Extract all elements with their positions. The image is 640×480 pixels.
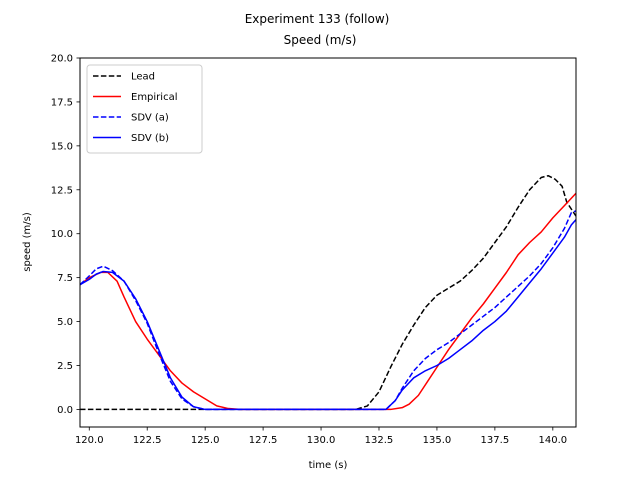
x-tick-label: 137.5 (481, 435, 510, 446)
y-tick-label: 7.5 (57, 273, 73, 284)
x-tick-label: 135.0 (423, 435, 452, 446)
x-tick-label: 132.5 (365, 435, 394, 446)
y-tick-label: 5.0 (57, 317, 73, 328)
legend-label: SDV (a) (131, 113, 169, 124)
y-tick-label: 15.0 (51, 141, 73, 152)
y-tick-label: 17.5 (51, 97, 73, 108)
y-tick-label: 10.0 (51, 229, 73, 240)
x-tick-label: 125.0 (191, 435, 220, 446)
x-tick-label: 140.0 (539, 435, 568, 446)
series-line-3 (80, 219, 576, 411)
plot-frame (79, 57, 577, 428)
x-axis-label: time (s) (309, 460, 348, 471)
legend-label: SDV (b) (131, 133, 169, 144)
x-tick-label: 120.0 (75, 435, 104, 446)
x-tick-label: 130.0 (307, 435, 336, 446)
legend-label: Empirical (131, 92, 177, 103)
y-tick-label: 0.0 (57, 405, 73, 416)
x-axis-ticks: 120.0 122.5 125.0 127.5 130.0 132.5 135.0 137.5… (75, 427, 567, 446)
legend-label: Lead (131, 72, 155, 83)
series-line-0 (80, 174, 576, 411)
y-axis-ticks: 0.0 2.5 5.0 7.5 10.0 12.5 15.0 17.5 20.0 (51, 54, 80, 416)
series-line-1 (80, 192, 576, 411)
x-tick-label: 122.5 (133, 435, 162, 446)
chart-subtitle: Speed (m/s) (284, 33, 357, 47)
series-layer (80, 174, 576, 411)
x-tick-label: 127.5 (249, 435, 278, 446)
series-line-2 (80, 210, 576, 411)
y-axis-label: speed (m/s) (22, 212, 33, 272)
plot-area (79, 57, 577, 428)
legend-box (86, 64, 203, 154)
y-tick-label: 12.5 (51, 185, 73, 196)
y-tick-label: 20.0 (51, 54, 73, 65)
legend: Lead Empirical SDV (a) SDV (b) (86, 64, 203, 154)
legend-items: Lead Empirical SDV (a) SDV (b) (93, 72, 177, 144)
y-tick-label: 2.5 (57, 361, 73, 372)
chart-title: Experiment 133 (follow) (245, 12, 390, 26)
